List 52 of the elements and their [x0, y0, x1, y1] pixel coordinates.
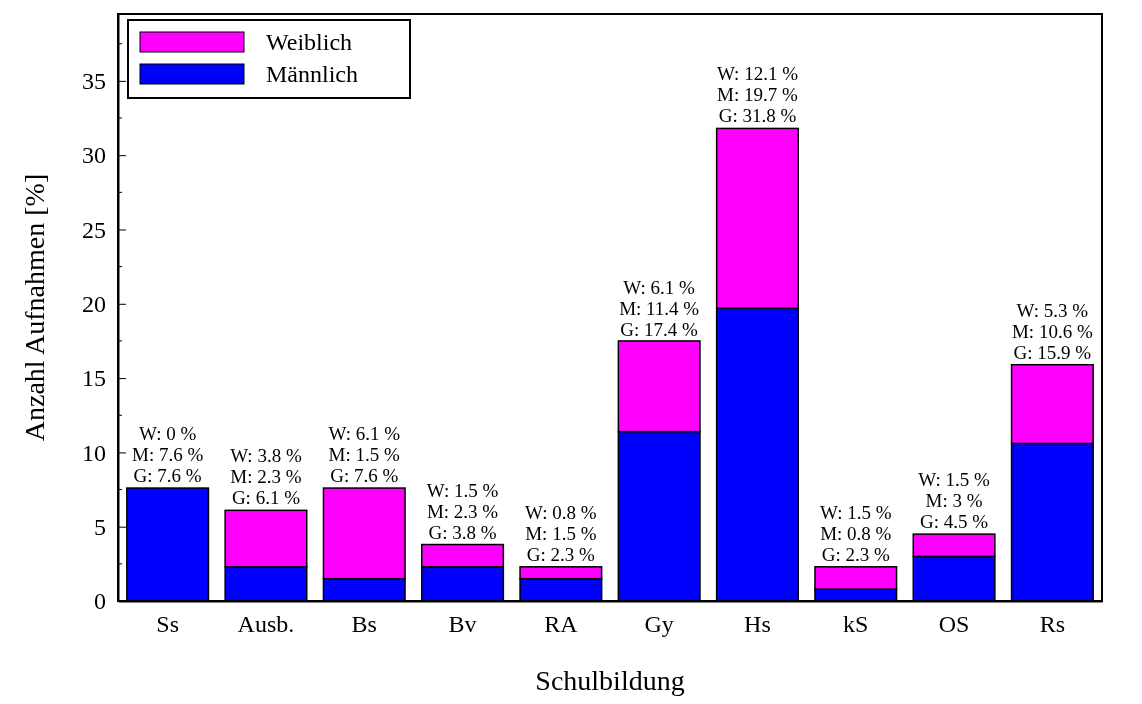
annotation: W: 12.1 % — [716, 63, 799, 85]
annotation: W: 6.1 % — [328, 423, 401, 445]
annotation: G: 2.3 % — [821, 543, 890, 565]
annotation: G: 7.6 % — [133, 465, 202, 487]
annotation: G: 15.9 % — [1013, 341, 1092, 363]
x-tick-label: Gy — [644, 611, 674, 638]
annotation: W: 1.5 % — [426, 479, 499, 501]
annotation: G: 31.8 % — [718, 105, 797, 127]
legend-label: Männlich — [266, 61, 358, 87]
annotation: M: 1.5 % — [328, 444, 401, 466]
y-axis-title: Anzahl Aufnahmen [%] — [19, 173, 50, 442]
annotation: M: 2.3 % — [426, 500, 499, 522]
annotation: W: 1.5 % — [819, 501, 892, 523]
x-tick-label: OS — [938, 611, 970, 638]
annotation: G: 6.1 % — [231, 487, 301, 509]
x-axis-title: Schulbildung — [535, 665, 685, 696]
x-tick-label: Ausb. — [237, 611, 295, 638]
y-tick-label: 25 — [82, 216, 106, 243]
y-tick-label: 10 — [82, 439, 106, 466]
x-tick-label: Rs — [1039, 611, 1066, 638]
legend-label: Weiblich — [266, 29, 353, 55]
annotation: M: 7.6 % — [132, 444, 204, 466]
annotation: W: 0.8 % — [525, 501, 597, 523]
y-tick-label: 30 — [82, 142, 106, 169]
x-tick-label: kS — [843, 611, 869, 638]
annotation: W: 0 % — [138, 423, 197, 445]
annotation: M: 2.3 % — [230, 466, 302, 488]
x-tick-label: RA — [544, 611, 579, 638]
x-tick-label: Bs — [351, 611, 377, 638]
annotation: M: 11.4 % — [619, 298, 700, 320]
annotation: G: 7.6 % — [330, 465, 399, 487]
annotation: G: 2.3 % — [526, 543, 596, 565]
y-tick-label: 15 — [82, 365, 106, 392]
annotation: W: 6.1 % — [623, 277, 696, 299]
y-tick-label: 5 — [94, 513, 106, 540]
annotation: M: 1.5 % — [525, 522, 597, 544]
y-tick-label: 0 — [94, 588, 106, 615]
annotation: G: 4.5 % — [920, 511, 989, 533]
annotation: M: 0.8 % — [820, 522, 892, 544]
annotation: W: 1.5 % — [918, 469, 991, 491]
x-tick-label: Bv — [448, 611, 477, 638]
annotation: W: 5.3 % — [1016, 299, 1089, 321]
y-tick-label: 20 — [82, 290, 106, 317]
annotation: W: 3.8 % — [230, 445, 302, 467]
x-tick-label: Hs — [744, 611, 771, 638]
annotation: M: 3 % — [925, 490, 983, 512]
annotation: M: 10.6 % — [1011, 320, 1093, 342]
annotation: M: 19.7 % — [717, 84, 798, 106]
annotation: G: 3.8 % — [428, 521, 497, 543]
x-tick-label: Ss — [156, 611, 179, 638]
annotation: G: 17.4 % — [620, 319, 699, 341]
y-tick-label: 35 — [82, 68, 106, 95]
